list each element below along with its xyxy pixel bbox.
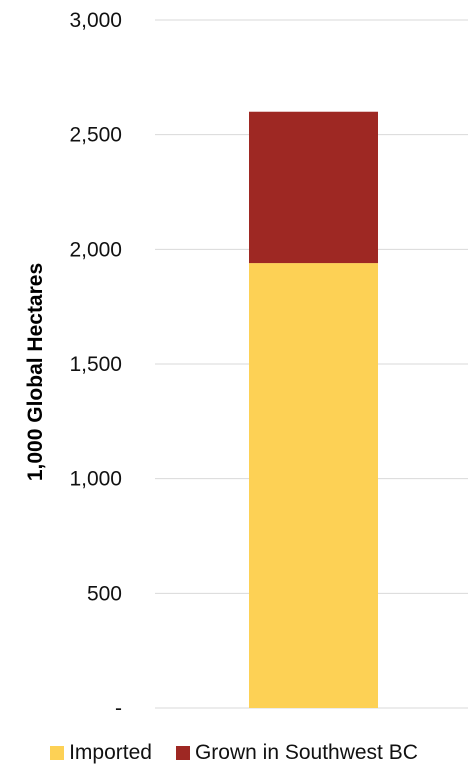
y-tick-label: -: [115, 697, 122, 720]
bars: [249, 111, 378, 708]
y-tick-label: 2,500: [69, 124, 122, 147]
legend-item: Grown in Southwest BC: [175, 741, 418, 765]
legend-item: Imported: [50, 741, 152, 765]
y-tick-label: 3,000: [69, 9, 122, 32]
legend: Imported Grown in Southwest BC: [0, 738, 468, 768]
y-tick-label: 500: [87, 582, 122, 605]
legend-label: Imported: [69, 741, 152, 764]
bar-segment-grown-in-southwest-bc: [249, 111, 378, 264]
y-tick-label: 1,500: [69, 353, 122, 376]
legend-label: Grown in Southwest BC: [194, 741, 418, 764]
legend-swatch: [175, 746, 190, 760]
y-tick-label: 2,000: [69, 238, 122, 261]
y-axis-ticks: - 500 1,000 1,500 2,000 2,500 3,000: [69, 9, 122, 720]
y-tick-label: 1,000: [69, 468, 122, 491]
y-axis-title: 1,000 Global Hectares: [24, 263, 47, 481]
legend-swatch: [50, 746, 65, 760]
bar-segment-imported: [249, 263, 378, 708]
